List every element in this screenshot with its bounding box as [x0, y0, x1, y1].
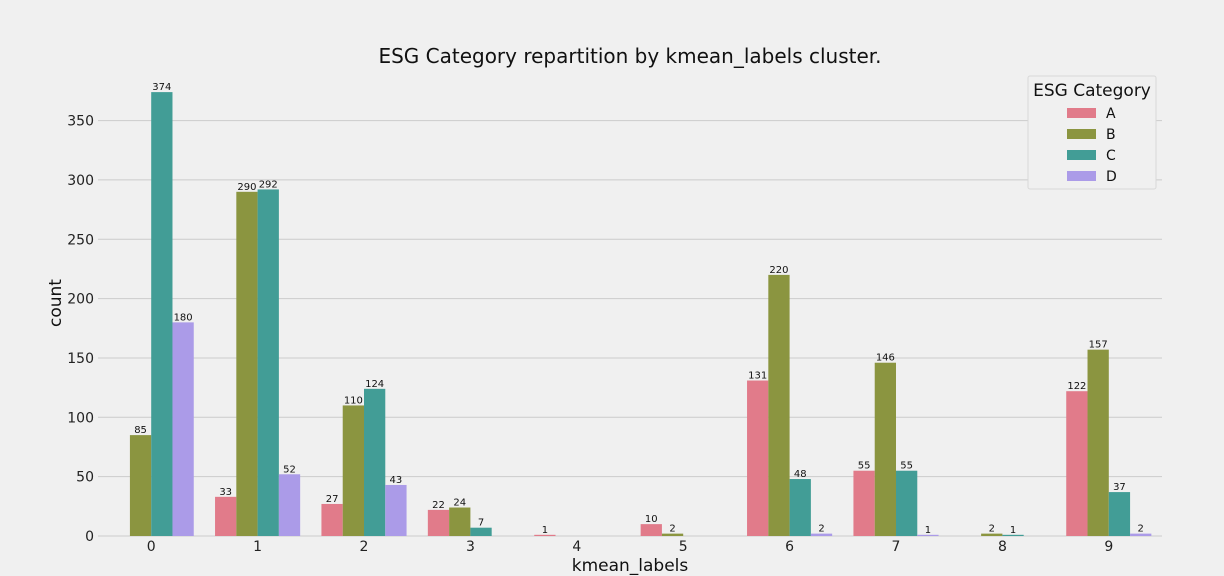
data-label: 43 — [390, 475, 403, 486]
legend-label-d: D — [1106, 169, 1117, 185]
bar-c-1 — [257, 189, 279, 537]
data-label: 220 — [769, 265, 788, 276]
bar-a-9 — [1066, 391, 1088, 536]
data-label: 292 — [259, 179, 278, 190]
x-tick-label: 6 — [785, 539, 794, 555]
data-label: 180 — [174, 312, 193, 323]
y-tick-label: 350 — [67, 114, 94, 130]
x-tick-label: 2 — [360, 539, 369, 555]
bar-c-3 — [470, 527, 492, 536]
bar-b-9 — [1087, 349, 1109, 536]
y-tick-label: 100 — [67, 410, 94, 426]
data-label: 122 — [1067, 381, 1086, 392]
x-tick-label: 1 — [253, 539, 262, 555]
legend-swatch-a — [1067, 108, 1096, 118]
data-label: 1 — [925, 525, 931, 536]
bar-c-8 — [1002, 534, 1024, 536]
x-tick-label: 0 — [147, 539, 156, 555]
y-tick-label: 0 — [85, 529, 94, 545]
bars — [129, 92, 1152, 537]
data-label: 374 — [152, 82, 171, 93]
legend-label-c: C — [1106, 148, 1116, 164]
x-axis-title: kmean_labels — [572, 556, 689, 576]
y-tick-label: 300 — [67, 173, 94, 189]
bar-a-5 — [640, 524, 662, 536]
data-label: 1 — [1010, 525, 1016, 536]
data-label: 7 — [478, 518, 484, 529]
data-label: 55 — [900, 461, 913, 472]
bar-d-7 — [917, 534, 939, 536]
bar-b-5 — [661, 533, 684, 536]
data-label: 2 — [1138, 524, 1144, 535]
data-label: 24 — [453, 498, 466, 509]
legend-label-b: B — [1106, 127, 1116, 143]
x-tick-label: 8 — [998, 539, 1007, 555]
y-tick-label: 50 — [76, 470, 94, 486]
x-tick-label: 5 — [679, 539, 688, 555]
data-label: 2 — [989, 524, 995, 535]
data-label: 2 — [669, 524, 675, 535]
bar-a-2 — [321, 503, 343, 536]
data-label: 33 — [219, 487, 232, 498]
bar-c-0 — [151, 92, 173, 537]
data-label: 48 — [794, 469, 807, 480]
bar-a-6 — [747, 380, 769, 536]
x-tick-label: 4 — [572, 539, 581, 555]
bar-d-1 — [278, 474, 301, 536]
bar-a-4 — [534, 534, 556, 536]
data-label: 10 — [645, 514, 658, 525]
bar-b-3 — [449, 507, 471, 536]
bar-b-0 — [129, 435, 152, 536]
y-tick-label: 150 — [67, 351, 94, 367]
data-label: 157 — [1089, 340, 1108, 351]
bar-a-1 — [215, 496, 237, 536]
data-label: 131 — [748, 371, 767, 382]
data-label: 146 — [876, 353, 895, 364]
bar-d-0 — [172, 322, 194, 536]
bar-c-7 — [896, 470, 918, 536]
bar-a-7 — [853, 470, 875, 536]
bar-a-3 — [427, 509, 450, 536]
bar-b-6 — [768, 274, 790, 536]
data-label: 85 — [134, 425, 147, 436]
data-label: 110 — [344, 395, 363, 406]
legend-title: ESG Category — [1033, 81, 1151, 101]
data-label: 27 — [326, 494, 339, 505]
data-label: 37 — [1113, 482, 1126, 493]
data-label: 22 — [432, 500, 445, 511]
y-tick-label: 200 — [67, 292, 94, 308]
data-label: 52 — [283, 464, 296, 475]
bar-c-6 — [789, 479, 811, 536]
data-label: 1 — [542, 525, 548, 536]
x-tick-label: 3 — [466, 539, 475, 555]
legend-label-a: A — [1106, 106, 1116, 122]
bar-b-8 — [981, 533, 1003, 536]
legend-swatch-b — [1067, 129, 1096, 139]
data-labels: 3327221101315512285290110242220146215737… — [134, 82, 1144, 536]
data-label: 290 — [237, 182, 256, 193]
y-tick-label: 250 — [67, 232, 94, 248]
x-tick-label: 7 — [892, 539, 901, 555]
bar-d-6 — [810, 533, 833, 536]
bar-d-9 — [1130, 533, 1152, 536]
data-label: 55 — [858, 461, 871, 472]
y-axis-title: count — [46, 279, 66, 327]
legend-swatch-c — [1067, 150, 1096, 160]
data-label: 2 — [818, 524, 824, 535]
data-label: 124 — [365, 379, 384, 390]
bar-c-2 — [364, 388, 386, 536]
x-tick-label: 9 — [1104, 539, 1113, 555]
chart-title: ESG Category repartition by kmean_labels… — [378, 44, 881, 68]
legend-swatch-d — [1067, 171, 1096, 181]
bar-b-7 — [874, 362, 896, 536]
tick-labels: 0 50 100 150 200 250 300 350 0 1 2 3 4 5 6 7 8 9 — [67, 114, 1113, 555]
bar-b-2 — [342, 405, 364, 536]
bar-b-1 — [236, 191, 258, 536]
bar-d-2 — [385, 484, 407, 536]
bar-c-9 — [1108, 492, 1131, 536]
